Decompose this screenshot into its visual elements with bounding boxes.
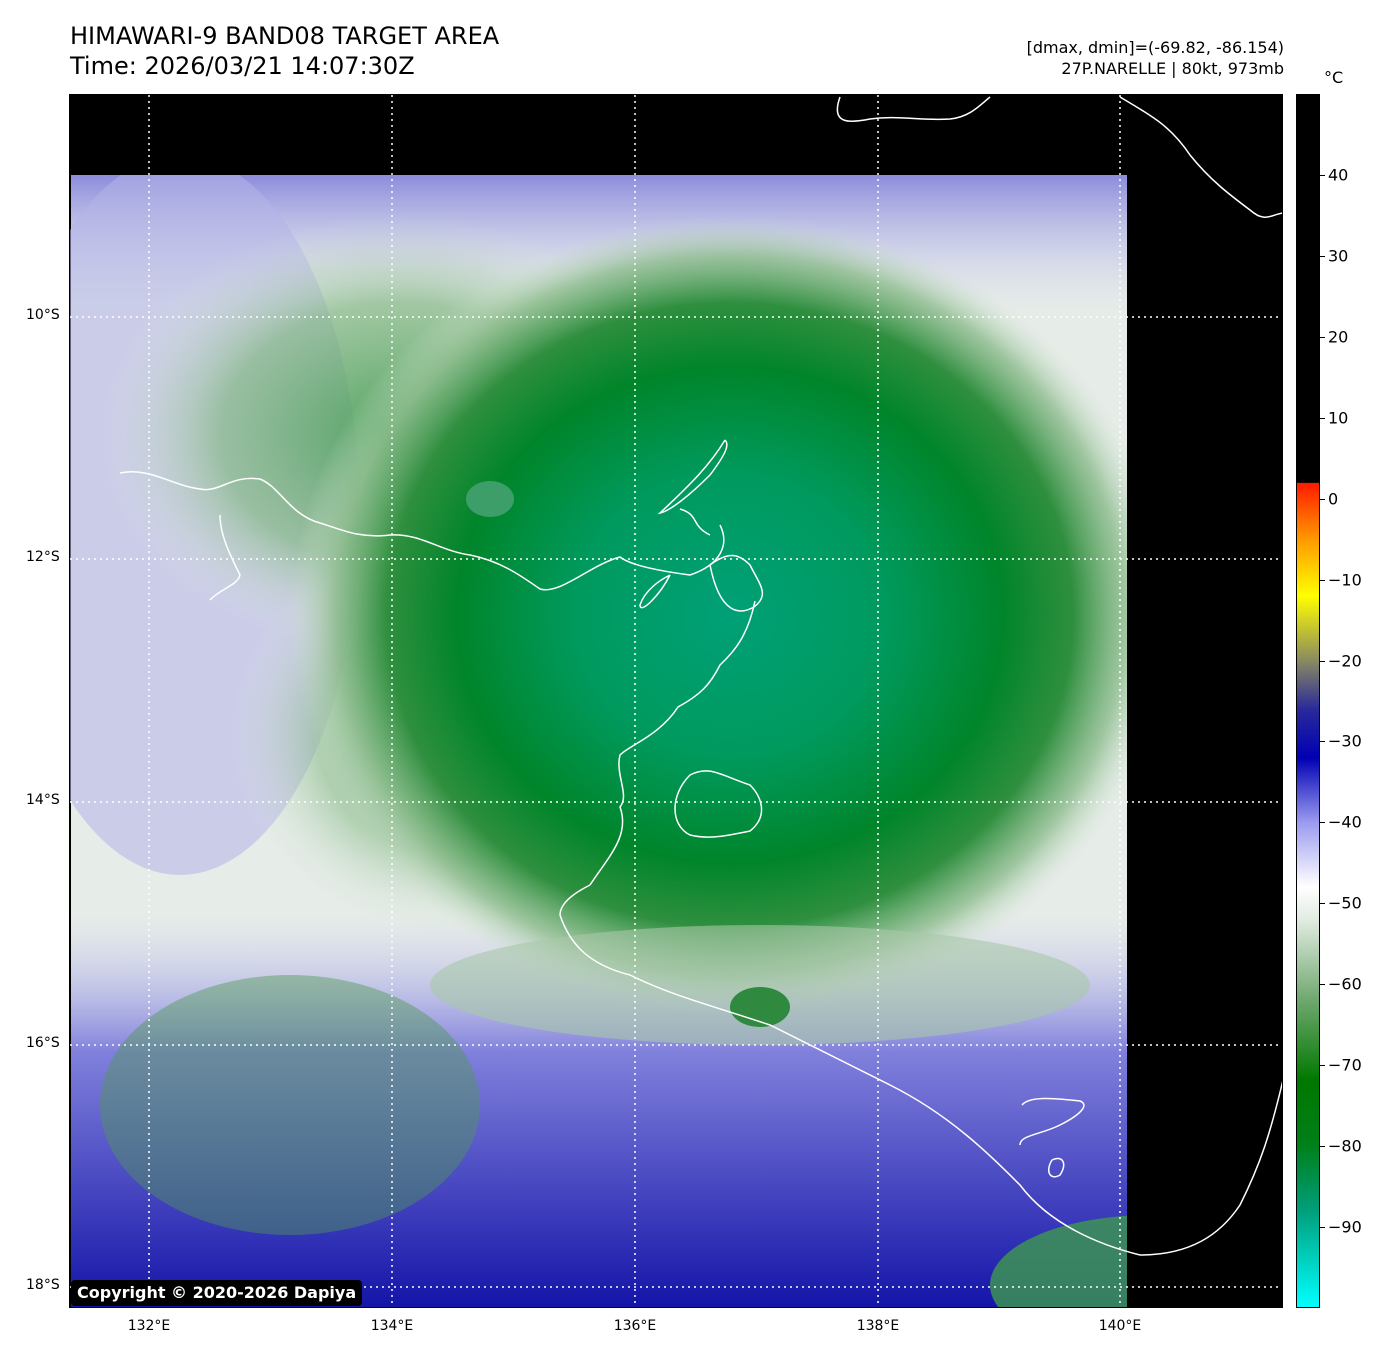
lat-label-16s: 16°S xyxy=(26,1035,60,1051)
colorbar-tick-mark xyxy=(1320,579,1325,581)
coastline-mornington xyxy=(1019,1097,1085,1146)
satellite-map xyxy=(69,94,1283,1308)
colorbar-tick-label: 20 xyxy=(1328,327,1349,347)
colorbar-tick-label: 40 xyxy=(1328,165,1349,185)
colorbar-tick-label: −80 xyxy=(1328,1136,1362,1156)
colorbar-tick-mark xyxy=(1320,741,1325,743)
coastline-island xyxy=(1048,1157,1065,1178)
colorbar-unit: °C xyxy=(1324,68,1344,87)
coastlines xyxy=(119,96,1282,1256)
coastline-groote-eylandt xyxy=(674,770,763,838)
storm-cloud-shield xyxy=(290,215,1170,1015)
gridlines xyxy=(70,95,1282,1307)
coastline-arnhem-land xyxy=(119,471,725,591)
colorbar-tick-label: −70 xyxy=(1328,1055,1362,1075)
colorbar-tick-label: 0 xyxy=(1328,489,1339,509)
copyright-badge: Copyright © 2020-2026 Dapiya xyxy=(71,1280,363,1306)
colorbar-tick-mark xyxy=(1320,822,1325,824)
coastline-gulf-west xyxy=(589,600,756,886)
colorbar-tick-label: −20 xyxy=(1328,651,1362,671)
colorbar-tick-label: 10 xyxy=(1328,408,1349,428)
convective-cell xyxy=(466,481,514,517)
colorbar-tick-mark xyxy=(1320,255,1325,257)
colorbar-tick-mark xyxy=(1320,336,1325,338)
colorbar-tick-label: −50 xyxy=(1328,893,1362,913)
no-data-east xyxy=(1127,95,1282,1307)
colorbar-tick-label: −30 xyxy=(1328,731,1362,751)
lat-label-10s: 10°S xyxy=(26,307,60,323)
lat-label-14s: 14°S xyxy=(26,792,60,808)
lon-label-136e: 136°E xyxy=(613,1318,657,1334)
colorbar-tick-label: −10 xyxy=(1328,570,1362,590)
chart-timestamp: Time: 2026/03/21 14:07:30Z xyxy=(70,52,415,80)
chart-title: HIMAWARI-9 BAND08 TARGET AREA xyxy=(70,22,500,50)
coastline-island xyxy=(679,508,711,536)
coastline-new-guinea-east xyxy=(1119,96,1282,218)
data-range-text: [dmax, dmin]=(-69.82, -86.154) xyxy=(1026,38,1284,57)
storm-info-text: 27P.NARELLE | 80kt, 973mb xyxy=(1061,59,1284,78)
lon-label-132e: 132°E xyxy=(127,1318,171,1334)
coastline-cape-york xyxy=(1139,1080,1282,1256)
satellite-map-svg xyxy=(70,95,1282,1307)
lon-label-140e: 140°E xyxy=(1098,1318,1142,1334)
lon-label-134e: 134°E xyxy=(370,1318,414,1334)
coastline-groote-north xyxy=(709,554,764,612)
colorbar-tick-mark xyxy=(1320,1065,1325,1067)
coastline-gulf-south xyxy=(559,884,1141,1256)
no-data-north xyxy=(70,95,1282,175)
south-rainband xyxy=(430,925,1090,1045)
colorbar-tick-mark xyxy=(1320,903,1325,905)
lat-label-12s: 12°S xyxy=(26,549,60,565)
coastline-van-diemen xyxy=(209,514,241,601)
colorbar-tick-mark xyxy=(1320,660,1325,662)
colorbar-tick-mark xyxy=(1320,1146,1325,1148)
colorbar-tick-mark xyxy=(1320,984,1325,986)
coastline-island xyxy=(639,574,671,609)
colorbar-tick-mark xyxy=(1320,417,1325,419)
colorbar-tick-label: −90 xyxy=(1328,1217,1362,1237)
lat-label-18s: 18°S xyxy=(26,1277,60,1293)
coastline-new-guinea xyxy=(836,96,991,123)
southwest-green-cloud xyxy=(100,975,480,1235)
coastline-wessel-islands xyxy=(657,439,728,515)
colorbar-tick-label: −40 xyxy=(1328,812,1362,832)
colorbar-tick-mark xyxy=(1320,498,1325,500)
colorbar-tick-label: −60 xyxy=(1328,974,1362,994)
colorbar-tick-mark xyxy=(1320,174,1325,176)
colorbar-tick-label: 30 xyxy=(1328,246,1349,266)
colorbar xyxy=(1296,94,1320,1308)
lon-label-138e: 138°E xyxy=(856,1318,900,1334)
colorbar-tick-mark xyxy=(1320,1227,1325,1229)
